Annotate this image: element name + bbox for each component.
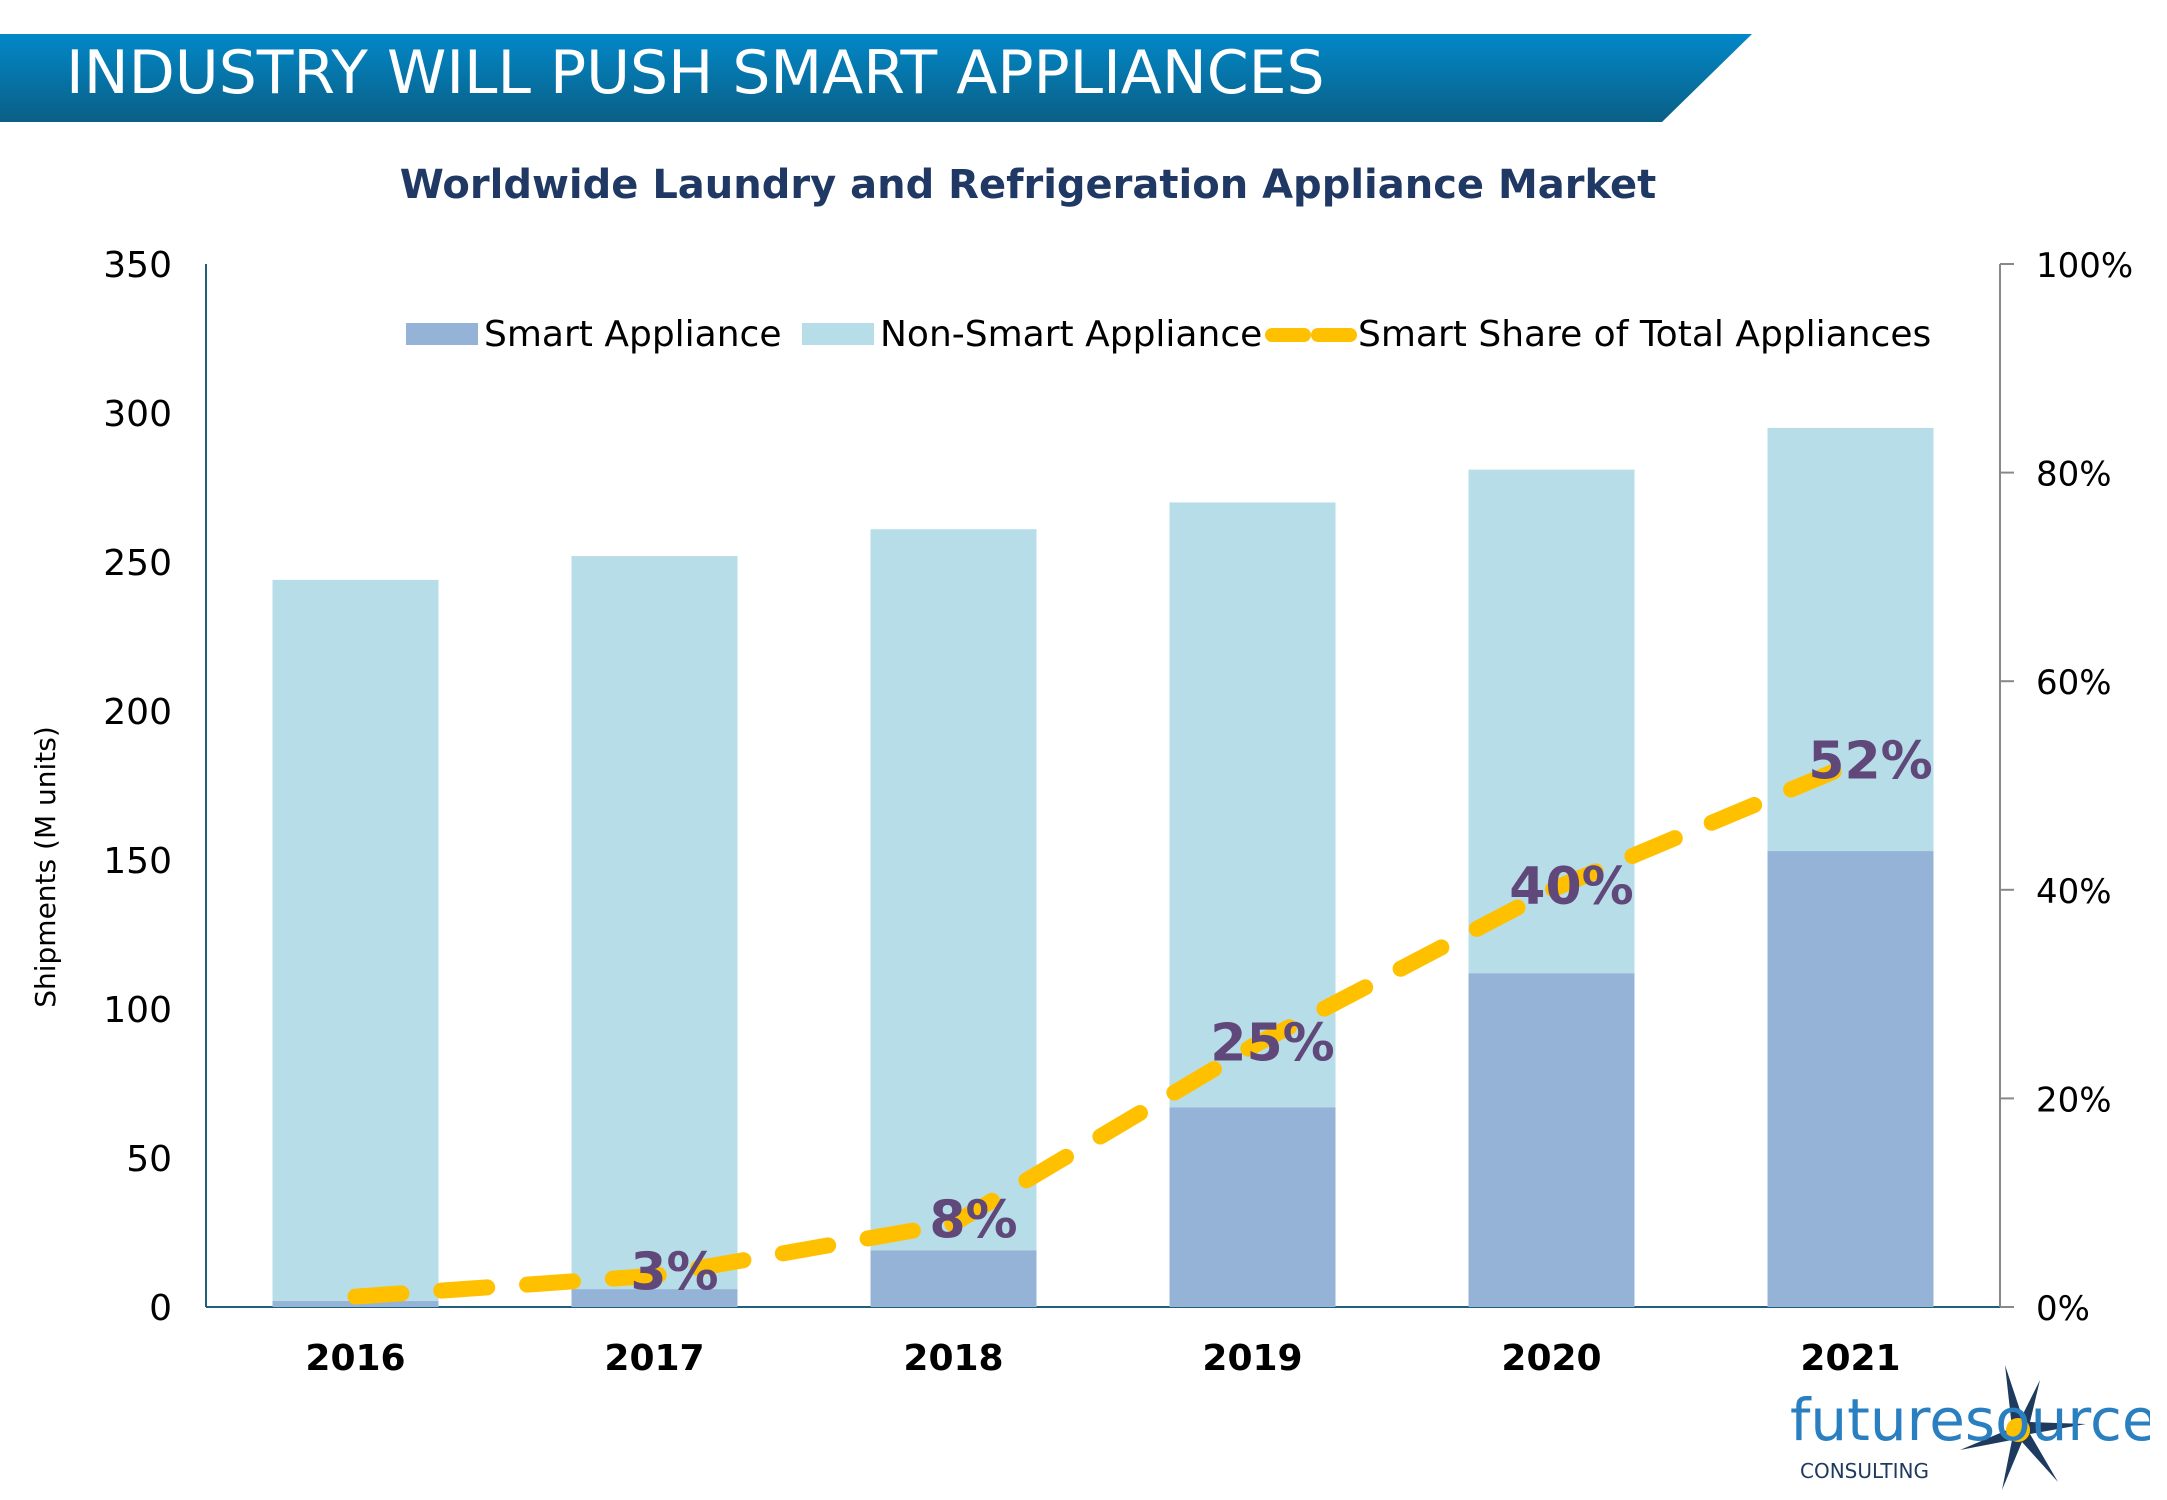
x-axis-labels: 2016 2017 2018 2019 2020 2021: [305, 1338, 1900, 1379]
axes: [205, 264, 2001, 1308]
futuresource-logo: futuresource CONSULTING: [1790, 1365, 2150, 1490]
left-tick-label: 200: [103, 692, 172, 733]
logo-wordmark: futuresource: [1790, 1386, 2150, 1454]
share-line: [347, 756, 1859, 1305]
x-tick-label: 2019: [1202, 1338, 1302, 1379]
legend-label-share: Smart Share of Total Appliances: [1358, 314, 1931, 355]
page-title: INDUSTRY WILL PUSH SMART APPLIANCES: [66, 38, 1325, 108]
x-tick-label: 2018: [903, 1338, 1003, 1379]
y-axis-label: Shipments (M units): [29, 726, 62, 1008]
legend-label-non-smart: Non-Smart Appliance: [880, 314, 1262, 355]
legend-swatch-smart: [406, 323, 478, 345]
bar-non-smart-2018: [870, 529, 1037, 1251]
left-tick-label: 150: [103, 841, 172, 882]
legend-label-smart: Smart Appliance: [484, 314, 782, 355]
logo-tagline: CONSULTING: [1800, 1459, 1929, 1483]
header-banner: [0, 34, 1752, 122]
x-tick-label: 2017: [604, 1338, 704, 1379]
left-tick-label: 250: [103, 543, 172, 584]
share-label-2017: 3%: [630, 1243, 718, 1303]
bar-smart-2018: [870, 1250, 1037, 1307]
bar-smart-2020: [1468, 973, 1635, 1307]
bar-non-smart-2017: [571, 556, 738, 1290]
left-tick-label: 100: [103, 990, 172, 1031]
share-label-2021: 52%: [1808, 732, 1932, 792]
legend: Smart Appliance Non-Smart Appliance Smar…: [406, 314, 1931, 355]
right-tick-label: 80%: [2036, 455, 2112, 495]
left-tick-label: 350: [103, 245, 172, 286]
right-tick-label: 0%: [2036, 1289, 2090, 1329]
left-axis-ticks: 0 50 100 150 200 250 300 350: [103, 245, 172, 1329]
bar-non-smart-2016: [272, 579, 439, 1302]
left-tick-label: 0: [149, 1288, 172, 1329]
right-axis-ticks: 0% 20% 40% 60% 80% 100%: [2000, 246, 2133, 1329]
legend-swatch-non-smart: [802, 323, 874, 345]
chart-title: Worldwide Laundry and Refrigeration Appl…: [400, 162, 1657, 208]
left-tick-label: 50: [126, 1139, 172, 1180]
bars: [272, 427, 1934, 1307]
right-tick-label: 100%: [2036, 246, 2133, 286]
share-labels: 3% 8% 25% 40% 52%: [630, 732, 1932, 1303]
right-tick-label: 40%: [2036, 872, 2112, 912]
left-tick-label: 300: [103, 394, 172, 435]
bar-non-smart-2019: [1169, 502, 1336, 1108]
x-tick-label: 2021: [1800, 1338, 1900, 1379]
share-label-2018: 8%: [929, 1191, 1017, 1251]
share-label-2019: 25%: [1210, 1013, 1334, 1073]
right-tick-label: 60%: [2036, 663, 2112, 703]
bar-smart-2019: [1169, 1107, 1336, 1307]
logo-star-icon: [1960, 1365, 2086, 1490]
x-tick-label: 2016: [305, 1338, 405, 1379]
bar-smart-2021: [1767, 851, 1934, 1307]
x-tick-label: 2020: [1501, 1338, 1601, 1379]
bar-smart-2017: [571, 1289, 738, 1307]
header-banner-shape: [0, 34, 1752, 122]
right-tick-label: 20%: [2036, 1080, 2112, 1120]
share-line-path: [347, 756, 1859, 1305]
share-label-2020: 40%: [1509, 857, 1633, 917]
